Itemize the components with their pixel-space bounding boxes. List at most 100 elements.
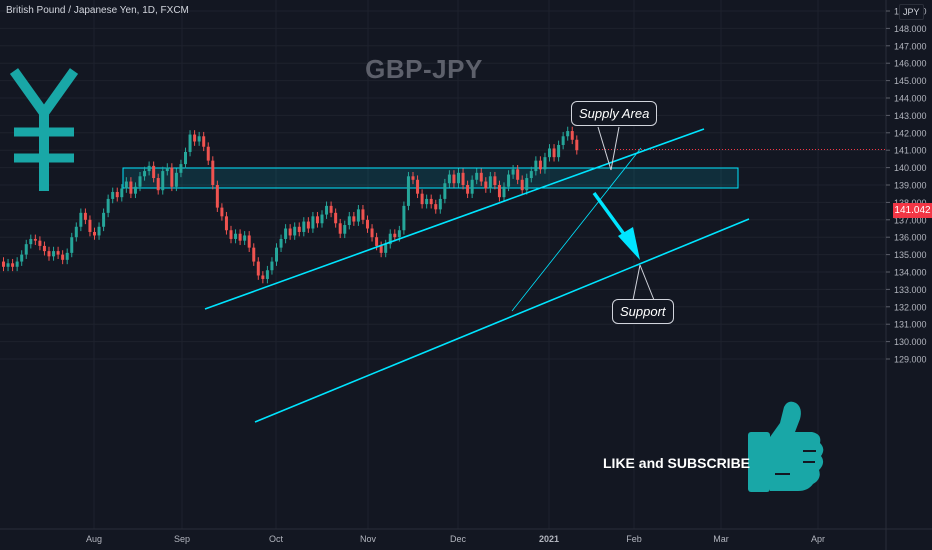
candle-body [575, 139, 579, 151]
candle-body [516, 169, 520, 180]
candle-body [429, 198, 433, 205]
candle-body [247, 235, 251, 248]
candle-body [106, 198, 110, 213]
candle-body [347, 216, 351, 226]
candle-body [124, 181, 128, 189]
supply-area-callout[interactable]: Supply Area [571, 101, 658, 126]
candle-body [147, 165, 151, 172]
candle-body [56, 251, 60, 255]
candle-body [138, 176, 142, 187]
time-tick-label: Aug [86, 534, 102, 544]
price-tick-label: 145.000 [894, 76, 927, 86]
price-tick-label: 134.000 [894, 268, 927, 278]
candle-body [11, 263, 15, 267]
support-callout-pointer [639, 264, 655, 301]
price-tick-label: 143.000 [894, 111, 927, 121]
price-tick-label: 142.000 [894, 128, 927, 138]
inner-trendline[interactable] [511, 147, 642, 312]
candle-body [288, 228, 292, 236]
candle-body [447, 174, 451, 184]
candle-body [193, 134, 197, 142]
candle-body [284, 228, 288, 239]
candle-body [370, 228, 374, 238]
candle-body [61, 254, 65, 260]
candle-body [338, 223, 342, 234]
currency-badge[interactable]: JPY [899, 4, 924, 20]
price-tick-label: 139.000 [894, 181, 927, 191]
price-tick-label: 130.000 [894, 337, 927, 347]
thumbs-up-icon [748, 401, 824, 492]
price-tick-label: 146.000 [894, 59, 927, 69]
candle-body [170, 167, 174, 187]
candle-body [97, 226, 101, 236]
candle-body [152, 165, 156, 179]
trendlines [204, 126, 750, 423]
support-callout[interactable]: Support [612, 299, 674, 324]
candle-body [484, 181, 488, 189]
candle-body [325, 205, 329, 215]
time-tick-label: Nov [360, 534, 377, 544]
candle-body [52, 251, 56, 257]
candle-body [507, 174, 511, 187]
candle-body [302, 221, 306, 232]
candle-body [174, 172, 178, 187]
candle-body [215, 185, 219, 208]
time-tick-label: Oct [269, 534, 284, 544]
candle-body [238, 233, 242, 241]
candle-body [557, 144, 561, 158]
candle-body [74, 226, 78, 238]
candle-body [329, 205, 333, 213]
candle-body [479, 172, 483, 182]
candle-body [311, 216, 315, 229]
candle-body [397, 230, 401, 238]
price-tick-label: 144.000 [894, 94, 927, 104]
candle-body [570, 131, 574, 140]
candle-body [352, 216, 356, 222]
candle-body [475, 172, 479, 180]
price-tick-label: 137.000 [894, 215, 927, 225]
candle-body [315, 216, 319, 224]
candle-body [548, 148, 551, 158]
channel-upper-line[interactable] [204, 128, 705, 310]
candle-body [261, 275, 265, 279]
candle-body [443, 183, 447, 199]
candle-body [6, 263, 10, 267]
candle-body [366, 219, 369, 229]
price-tick-label: 147.000 [894, 41, 927, 51]
time-axis[interactable]: Aug Sep Oct Nov Dec 2021 Feb Mar Apr [0, 528, 932, 544]
candle-body [525, 178, 529, 191]
candle-body [334, 212, 338, 224]
price-tick-label: 141.000 [894, 146, 927, 156]
candle-body [156, 178, 160, 191]
candle-body [65, 252, 69, 260]
price-tick-label: 133.000 [894, 285, 927, 295]
candle-body [538, 160, 542, 170]
candle-body [488, 176, 492, 189]
time-tick-label: Feb [626, 534, 642, 544]
candle-body [520, 179, 524, 191]
candle-body [434, 204, 438, 210]
projection-arrow[interactable] [592, 191, 640, 260]
candle-body [179, 164, 183, 173]
candle-body [420, 193, 424, 205]
supply-zone-rect[interactable] [122, 167, 739, 189]
price-tick-label: 148.000 [894, 24, 927, 34]
candle-body [220, 207, 224, 217]
price-axis[interactable]: 129.000 130.000 131.000 132.000 133.000 134.0… [885, 0, 927, 550]
candle-body [511, 169, 515, 175]
candle-body [120, 188, 124, 198]
candle-body [543, 157, 547, 170]
candle-body [297, 226, 301, 232]
candle-body [197, 136, 201, 142]
channel-lower-line[interactable] [254, 218, 750, 423]
candle-body [265, 270, 269, 279]
candle-body [143, 171, 147, 177]
time-tick-label: Mar [713, 534, 729, 544]
price-tick-label: 135.000 [894, 250, 927, 260]
candle-body [275, 247, 278, 262]
time-tick-label: Dec [450, 534, 467, 544]
candle-body [38, 240, 42, 246]
supply-callout-pointer [610, 126, 620, 171]
candle-body [497, 185, 501, 198]
